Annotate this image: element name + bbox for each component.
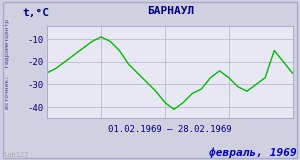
Text: 01.02.1969 – 28.02.1969: 01.02.1969 – 28.02.1969 (108, 125, 231, 134)
Text: lab127: lab127 (3, 152, 29, 158)
Text: t,°C: t,°C (22, 8, 49, 18)
Text: февраль, 1969: февраль, 1969 (209, 148, 297, 158)
Text: БАРНАУЛ: БАРНАУЛ (147, 6, 195, 16)
Text: источник:  гидрометцентр: источник: гидрометцентр (5, 19, 10, 109)
